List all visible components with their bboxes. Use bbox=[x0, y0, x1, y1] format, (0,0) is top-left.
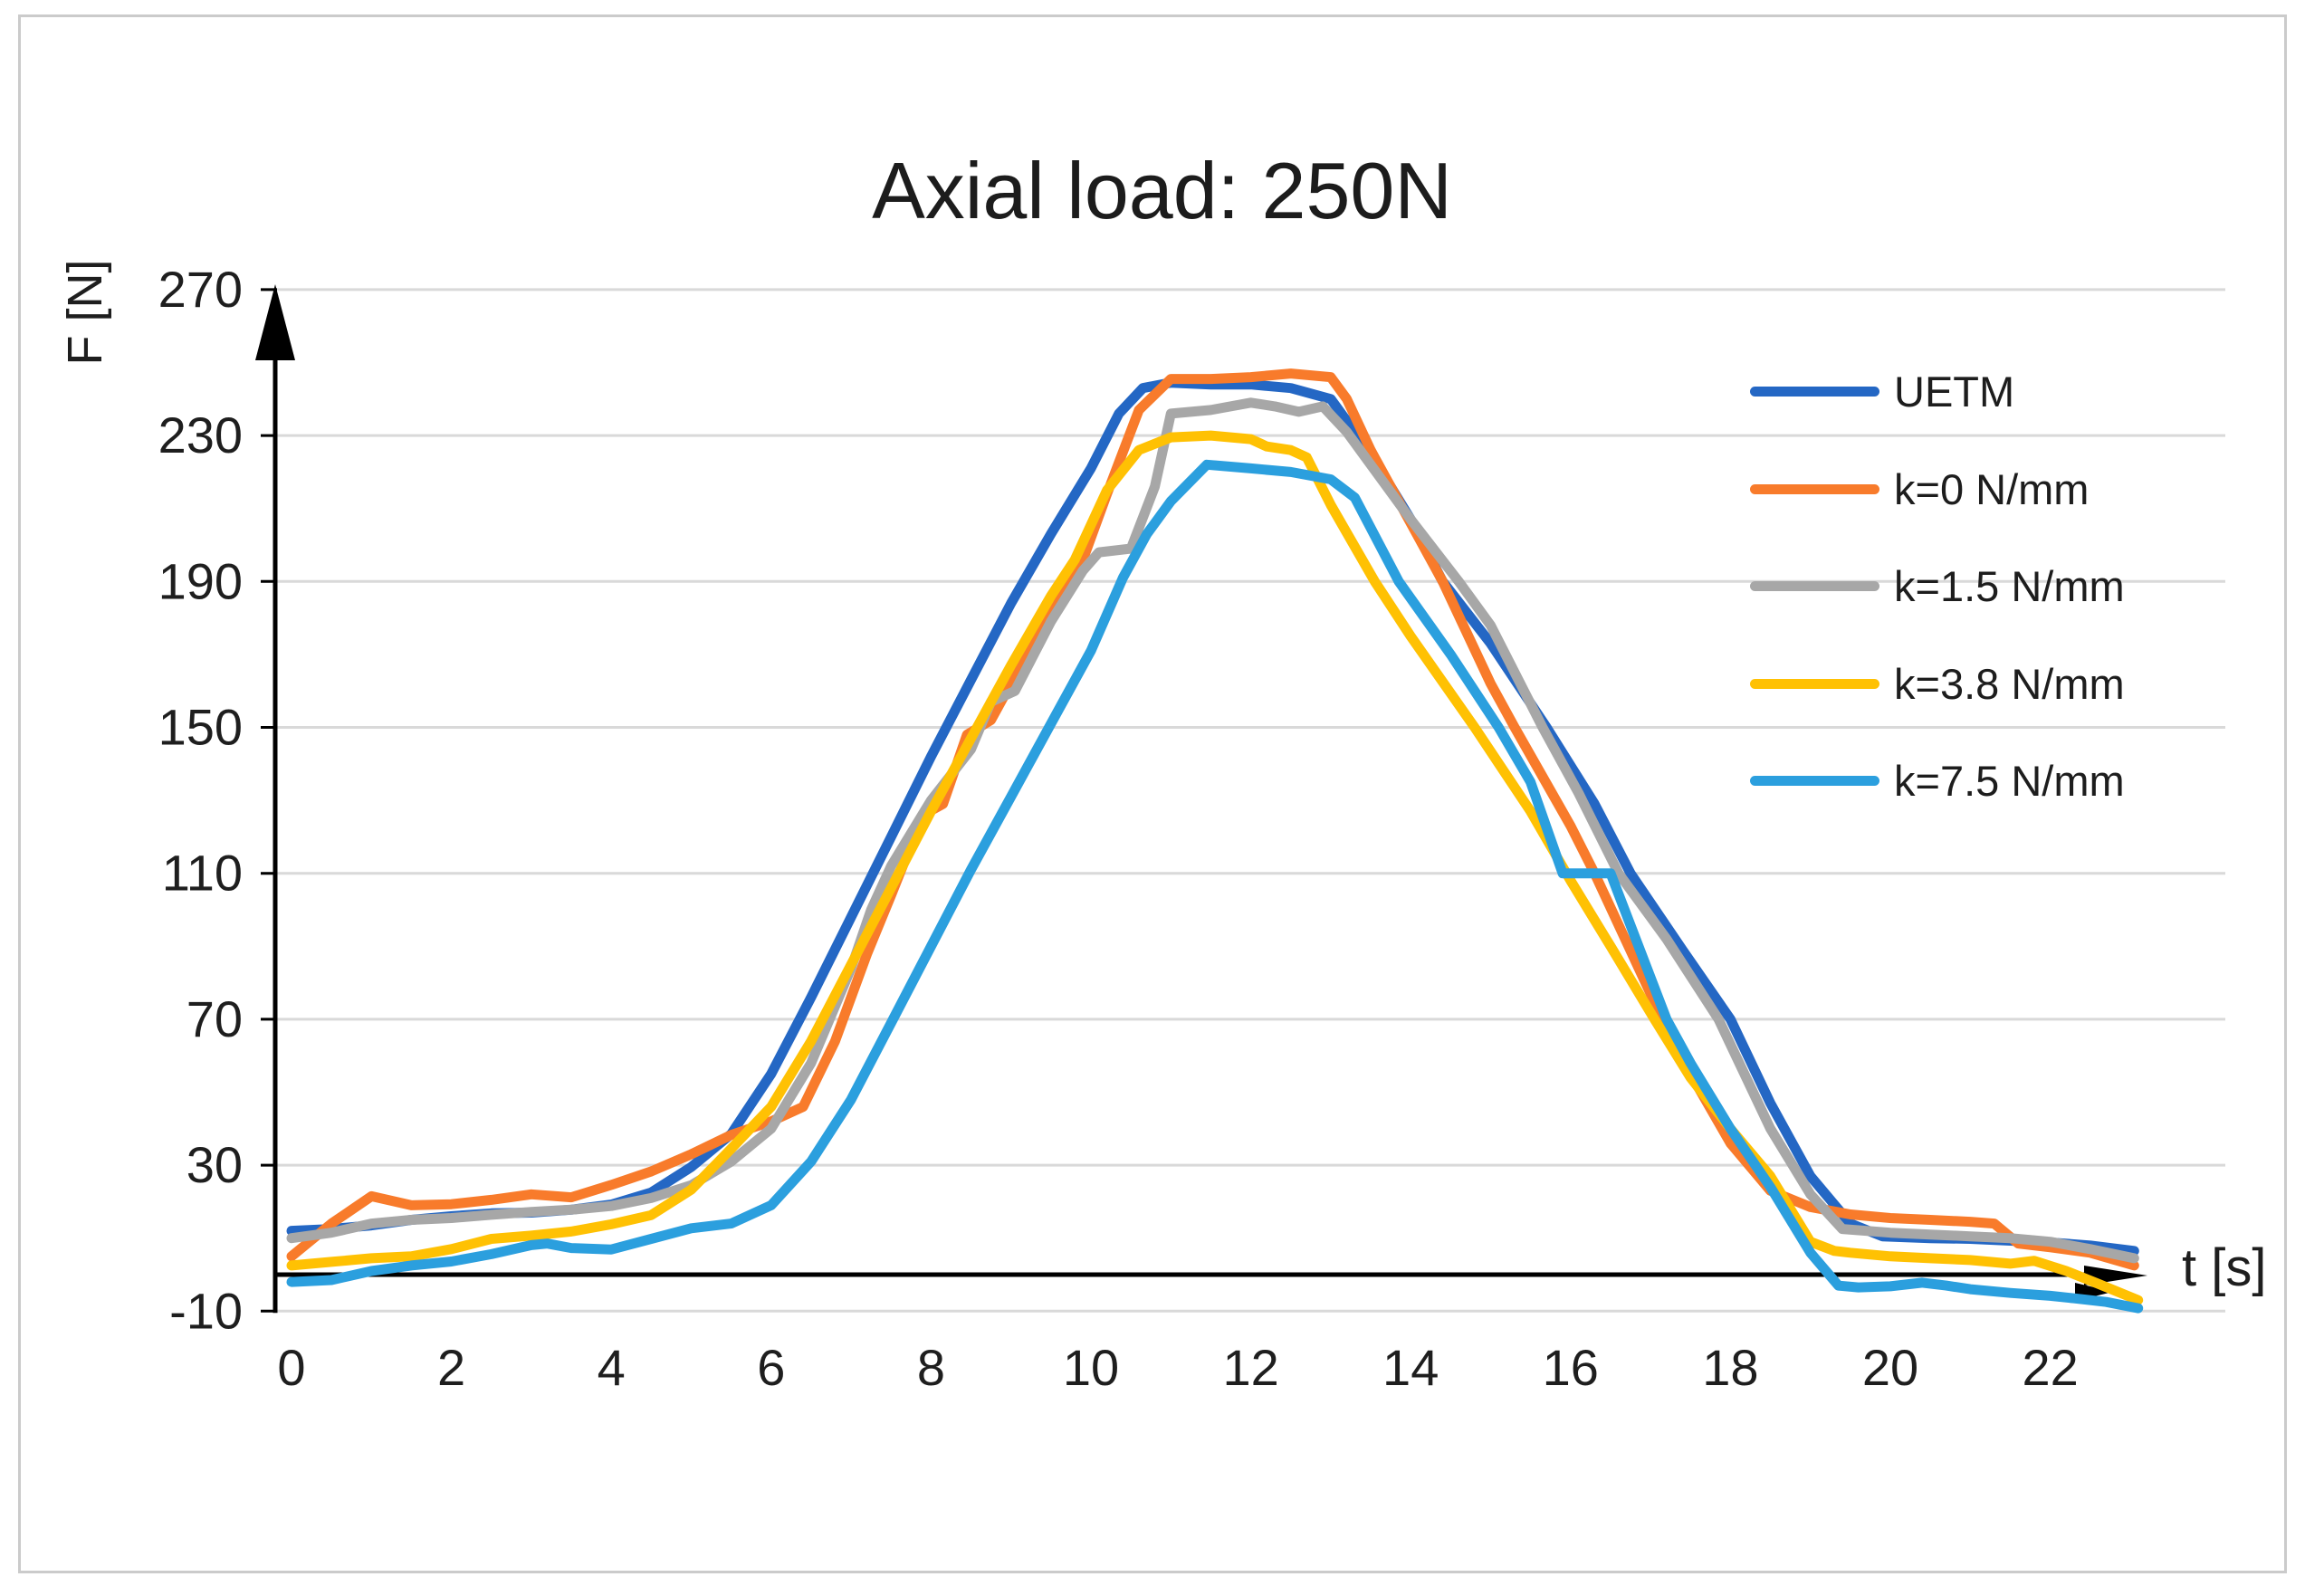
figure-border bbox=[18, 14, 2287, 1573]
x-tick-labels: 0 2 4 6 8 10 12 14 16 18 20 22 bbox=[277, 1339, 2078, 1396]
svg-text:14: 14 bbox=[1382, 1339, 1439, 1396]
svg-text:6: 6 bbox=[757, 1339, 785, 1396]
legend-item-k7-5: k=7.5 N/mm bbox=[1750, 756, 2125, 805]
svg-text:30: 30 bbox=[186, 1136, 243, 1193]
svg-text:2: 2 bbox=[437, 1339, 465, 1396]
legend-label: k=7.5 N/mm bbox=[1894, 756, 2125, 805]
svg-text:230: 230 bbox=[158, 406, 243, 464]
legend-item-k3-8: k=3.8 N/mm bbox=[1750, 659, 2125, 708]
svg-text:270: 270 bbox=[158, 261, 243, 318]
svg-text:8: 8 bbox=[917, 1339, 945, 1396]
legend-label: UETM bbox=[1894, 367, 2015, 416]
legend-label: k=0 N/mm bbox=[1894, 464, 2090, 513]
legend-label: k=1.5 N/mm bbox=[1894, 561, 2125, 610]
svg-text:18: 18 bbox=[1702, 1339, 1758, 1396]
svg-text:20: 20 bbox=[1862, 1339, 1918, 1396]
uetm-line-swatch-icon bbox=[1750, 386, 1879, 397]
svg-text:110: 110 bbox=[162, 845, 243, 902]
svg-text:10: 10 bbox=[1063, 1339, 1119, 1396]
k3-8-line-swatch-icon bbox=[1750, 678, 1879, 689]
series-line-k-7.5-n-mm bbox=[286, 459, 2144, 1314]
series-line-k-3.8-n-mm bbox=[286, 430, 2144, 1305]
svg-text:70: 70 bbox=[186, 990, 243, 1047]
y-tick-labels: 270 230 190 150 110 70 30 -10 bbox=[158, 261, 243, 1339]
series-line-k-1.5-n-mm bbox=[286, 397, 2139, 1264]
k7-5-line-swatch-icon bbox=[1750, 775, 1879, 786]
svg-text:16: 16 bbox=[1543, 1339, 1599, 1396]
chart-title: Axial load: 250N bbox=[872, 146, 1452, 235]
legend-item-uetm: UETM bbox=[1750, 367, 2015, 416]
k1-5-line-swatch-icon bbox=[1750, 580, 1879, 591]
k0-line-swatch-icon bbox=[1750, 483, 1879, 494]
y-axis bbox=[255, 284, 295, 1314]
y-axis-title: F [N] bbox=[58, 260, 112, 366]
svg-text:0: 0 bbox=[277, 1339, 305, 1396]
legend-label: k=3.8 N/mm bbox=[1894, 659, 2125, 708]
series-line-uetm bbox=[286, 377, 2139, 1257]
x-axis-title: t [s] bbox=[2182, 1238, 2266, 1297]
legend-item-k1-5: k=1.5 N/mm bbox=[1750, 561, 2125, 610]
svg-text:22: 22 bbox=[2022, 1339, 2078, 1396]
svg-text:190: 190 bbox=[158, 552, 243, 609]
svg-text:150: 150 bbox=[158, 699, 243, 756]
svg-text:-10: -10 bbox=[169, 1282, 243, 1339]
svg-text:12: 12 bbox=[1222, 1339, 1278, 1396]
legend-item-k0: k=0 N/mm bbox=[1750, 464, 2090, 513]
svg-text:4: 4 bbox=[598, 1339, 626, 1396]
